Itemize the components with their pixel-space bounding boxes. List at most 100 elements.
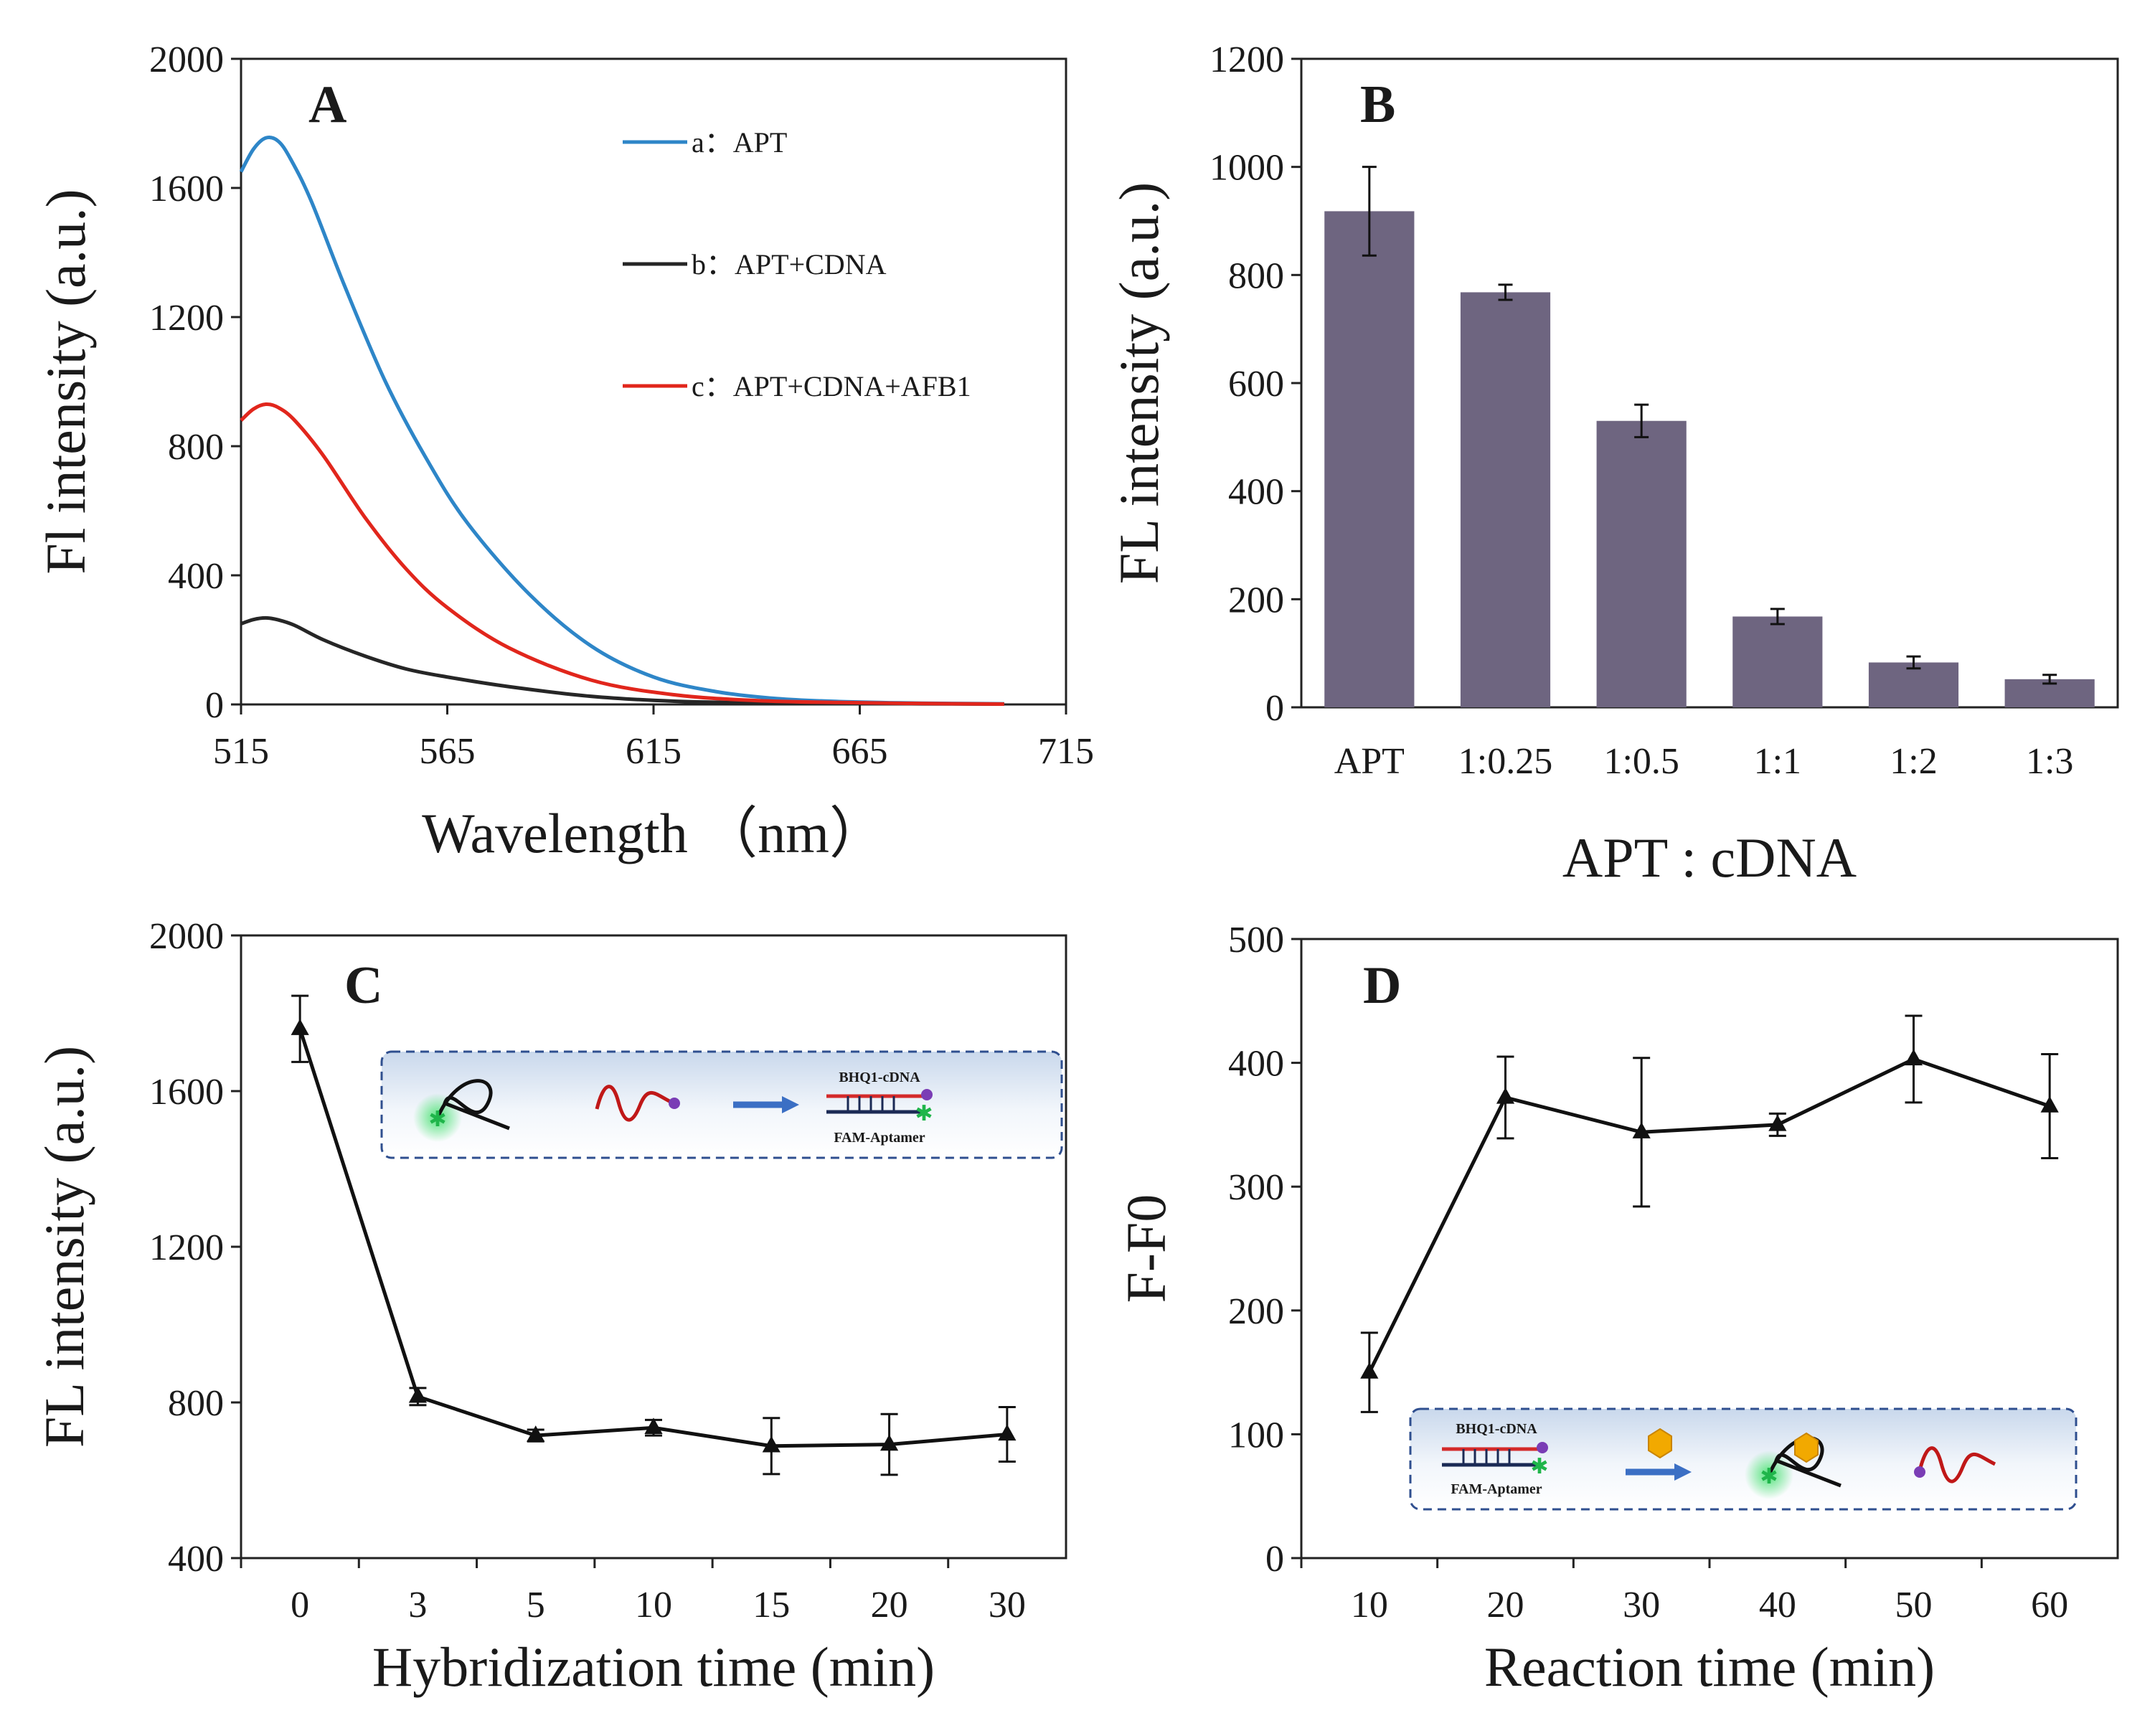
legend-label-b: b：APT+CDNA	[692, 248, 887, 280]
x-axis-title: Wavelength （nm）	[422, 802, 885, 864]
y-axis-title: F-F0	[1115, 1194, 1177, 1303]
x-tick-label: 715	[1038, 731, 1094, 772]
inset-top-label: BHQ1-cDNA	[839, 1070, 920, 1085]
x-category-label: 30	[989, 1585, 1026, 1626]
x-category-label: APT	[1334, 741, 1405, 782]
quencher-dot-icon	[1537, 1442, 1548, 1453]
y-tick-label: 400	[1228, 472, 1284, 513]
inset-schematic: BHQ1-cDNA ✱ FAM-Aptamer ✱	[1409, 1407, 2078, 1511]
afb1-molecule-icon	[1648, 1428, 1672, 1459]
y-axis-title: FL intensity (a.u.)	[1108, 182, 1170, 584]
x-category-label: 5	[527, 1585, 545, 1626]
panel-label: B	[1360, 75, 1395, 134]
y-tick-label: 1200	[149, 298, 224, 339]
data-point-marker	[762, 1435, 781, 1453]
y-tick-label: 2000	[149, 916, 224, 957]
panel-a: 0 400 800 1200 1600 2000 515 565 615 665 715 Wavele…	[34, 39, 1094, 864]
free-cdna-icon	[595, 1085, 674, 1122]
bar-1-0_5	[1596, 420, 1687, 707]
afb1-molecule-icon	[1794, 1432, 1819, 1463]
error-bar	[1634, 403, 1649, 438]
y-tick-label: 800	[168, 1383, 224, 1424]
y-tick-label: 1200	[149, 1227, 224, 1268]
fluorophore-star-icon: ✱	[1760, 1464, 1778, 1489]
panel-b: 0 200 400 600 800 1000 1200 APT 1:0.25 1:0.5 1:1 1:…	[1108, 39, 2119, 889]
y-tick-label: 600	[1228, 364, 1284, 405]
fluorophore-star-icon: ✱	[428, 1107, 446, 1132]
data-point-marker	[291, 1019, 309, 1035]
bar-1-0_25	[1460, 292, 1551, 707]
series-line-b	[240, 615, 1004, 707]
data-point-marker	[880, 1434, 899, 1451]
data-point-marker	[1768, 1114, 1787, 1131]
data-point-marker	[1360, 1362, 1379, 1379]
x-category-label: 0	[291, 1585, 309, 1626]
y-tick-label: 1600	[149, 1072, 224, 1113]
data-point-marker	[1632, 1122, 1651, 1138]
x-axis-title: Hybridization time (min)	[372, 1636, 935, 1698]
x-category-label: 1:1	[1754, 741, 1801, 782]
x-tick-label: 665	[832, 731, 888, 772]
y-tick-label: 800	[168, 427, 224, 468]
data-point-marker	[1904, 1049, 1923, 1066]
bar-1-1	[1732, 616, 1823, 707]
inset-frame	[1409, 1407, 2078, 1511]
fluorophore-star-icon: ✱	[1530, 1454, 1548, 1479]
y-axis-title: Fl intensity (a.u.)	[34, 189, 97, 574]
error-bar	[1362, 166, 1377, 257]
panel-label: C	[344, 956, 382, 1015]
x-category-label: 10	[1351, 1585, 1388, 1626]
y-tick-label: 0	[1265, 688, 1284, 729]
x-category-label: 1:0.25	[1458, 741, 1552, 782]
x-category-label: 50	[1895, 1585, 1933, 1626]
arrow-head-icon	[782, 1096, 799, 1113]
y-tick-label: 200	[1228, 1291, 1284, 1332]
y-tick-label: 1200	[1209, 39, 1284, 80]
x-axis-title: APT : cDNA	[1562, 826, 1857, 889]
x-category-label: 1:3	[2026, 741, 2073, 782]
y-tick-label: 500	[1228, 920, 1284, 961]
data-point-marker	[1496, 1087, 1515, 1104]
quencher-dot-icon	[921, 1089, 933, 1100]
y-tick-label: 300	[1228, 1167, 1284, 1208]
panel-label: A	[308, 75, 346, 134]
data-point-marker	[2040, 1096, 2059, 1113]
y-tick-label: 100	[1228, 1415, 1284, 1456]
error-bar	[1906, 655, 1921, 670]
series-line-c	[240, 402, 1004, 707]
y-tick-label: 800	[1228, 255, 1284, 296]
data-point-marker	[644, 1417, 663, 1434]
bar-APT	[1324, 211, 1415, 707]
data-point-marker	[408, 1386, 428, 1403]
free-cdna-icon	[1918, 1446, 1996, 1483]
y-tick-label: 0	[1265, 1539, 1284, 1580]
quencher-dot-icon	[669, 1098, 680, 1109]
x-category-label: 15	[753, 1585, 790, 1626]
panel-c: 400 800 1200 1600 2000 0 3 5 10 15 20 30 Hybridizati…	[33, 916, 1067, 1698]
x-category-label: 20	[871, 1585, 908, 1626]
folded-aptamer-icon	[1767, 1436, 1842, 1488]
series-line	[1367, 1057, 2050, 1374]
x-tick-label: 515	[213, 731, 269, 772]
x-category-label: 60	[2031, 1585, 2068, 1626]
inset-schematic: ✱ BHQ1-cDNA ✱ FAM-Aptamer	[380, 1050, 1063, 1159]
y-tick-label: 1600	[149, 169, 224, 209]
panel-d: 0 100 200 300 400 500 10 20 30 40 50 60 Reaction tim…	[1115, 920, 2119, 1698]
inset-bottom-label: FAM-Aptamer	[834, 1130, 925, 1146]
data-point-marker	[527, 1425, 545, 1442]
x-category-label: 1:0.5	[1603, 741, 1679, 782]
panel-label: D	[1363, 956, 1401, 1015]
x-category-label: 1:2	[1890, 741, 1937, 782]
x-category-label: 20	[1487, 1585, 1524, 1626]
y-tick-label: 2000	[149, 39, 224, 80]
inset-top-label: BHQ1-cDNA	[1456, 1421, 1537, 1437]
error-bar	[2042, 674, 2057, 685]
error-bar	[1770, 608, 1785, 626]
x-axis-title: Reaction time (min)	[1484, 1636, 1935, 1698]
plot-frame-b	[1300, 57, 2119, 709]
inset-frame	[380, 1050, 1063, 1159]
x-category-label: 40	[1759, 1585, 1796, 1626]
inset-bottom-label: FAM-Aptamer	[1451, 1481, 1542, 1497]
y-tick-label: 400	[168, 1539, 224, 1580]
